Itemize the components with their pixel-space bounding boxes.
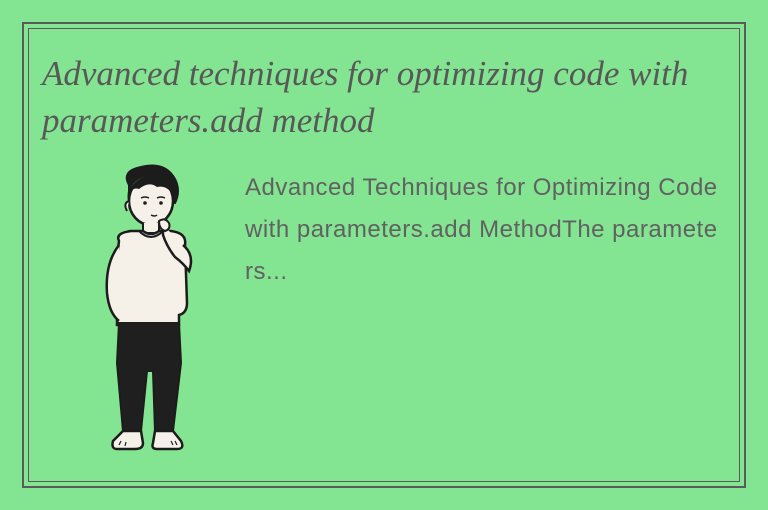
card-body-text: Advanced Techniques for Optimizing Code …: [245, 163, 726, 293]
card-body-row: Advanced Techniques for Optimizing Code …: [42, 163, 726, 468]
card-content: Advanced techniques for optimizing code …: [42, 50, 726, 468]
card-title: Advanced techniques for optimizing code …: [42, 50, 726, 145]
thinking-person-icon: [67, 163, 227, 468]
